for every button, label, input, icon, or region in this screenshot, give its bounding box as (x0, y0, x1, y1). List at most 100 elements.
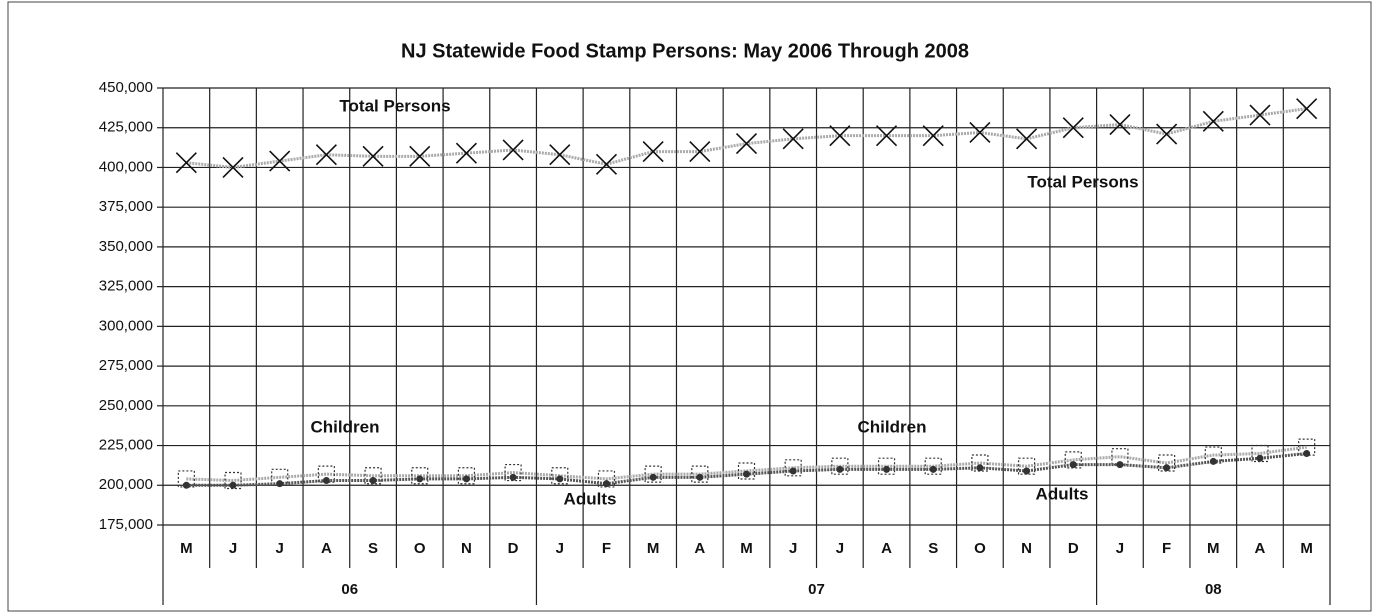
dot-marker (369, 477, 377, 485)
x-tick-label: J (276, 540, 284, 557)
x-marker (642, 140, 664, 163)
dot-marker (1116, 461, 1124, 469)
dot-marker (929, 465, 937, 473)
x-marker (362, 145, 384, 167)
x-tick-label: S (368, 540, 378, 557)
x-tick-label: J (789, 540, 797, 557)
dot-marker (1209, 457, 1217, 465)
x-marker (549, 144, 571, 166)
series-line (186, 107, 1307, 169)
x-tick-label: O (414, 540, 426, 557)
x-tick-label: M (647, 540, 660, 557)
square-marker (644, 465, 662, 483)
x-marker (1109, 113, 1131, 136)
group-label: 08 (1205, 581, 1222, 598)
x-marker (409, 145, 431, 167)
x-marker (1296, 98, 1318, 120)
y-tick-label: 175,000 (99, 516, 153, 533)
dot-marker (416, 475, 424, 483)
group-label: 07 (808, 581, 825, 598)
dot-marker (1023, 467, 1031, 475)
y-tick-label: 250,000 (99, 397, 153, 414)
x-tick-label: J (229, 540, 237, 557)
x-tick-label: F (602, 540, 611, 557)
x-marker (1156, 123, 1178, 145)
dot-marker (1069, 461, 1077, 469)
dot-marker (322, 477, 330, 485)
dot-marker (976, 464, 984, 472)
series-label: Adults (1036, 484, 1089, 503)
x-tick-label: M (180, 540, 193, 557)
square-marker (924, 457, 942, 475)
square-marker (691, 465, 709, 483)
x-tick-label: D (508, 540, 519, 557)
dot-marker (789, 467, 797, 475)
chart-frame (7, 1, 1372, 612)
x-marker (922, 125, 944, 147)
square-marker (737, 462, 756, 480)
dot-marker (1303, 449, 1311, 457)
x-marker (269, 150, 291, 172)
square-marker (784, 459, 802, 477)
x-tick-label: A (881, 540, 892, 557)
x-tick-label: O (974, 540, 986, 557)
series-label: Total Persons (1027, 172, 1138, 191)
dot-marker (556, 475, 564, 483)
x-tick-label: J (836, 540, 844, 557)
series-label: Children (858, 417, 927, 436)
y-tick-label: 325,000 (99, 278, 153, 295)
x-marker (222, 156, 244, 179)
y-tick-label: 275,000 (99, 357, 153, 374)
x-marker (782, 128, 804, 150)
dot-marker (696, 473, 704, 481)
x-marker (175, 152, 197, 174)
square-marker (551, 467, 569, 485)
x-tick-label: M (740, 540, 753, 557)
x-tick-label: N (1021, 540, 1032, 557)
x-tick-label: J (556, 540, 564, 557)
y-tick-label: 200,000 (99, 476, 153, 493)
dot-marker (602, 480, 610, 488)
chart-title: NJ Statewide Food Stamp Persons: May 200… (401, 40, 969, 62)
x-tick-label: A (321, 540, 332, 557)
y-tick-label: 350,000 (99, 238, 153, 255)
dot-marker (462, 475, 470, 483)
dot-marker (182, 481, 190, 489)
x-tick-label: A (694, 540, 705, 557)
x-marker (829, 125, 851, 147)
x-tick-label: S (928, 540, 938, 557)
dot-marker (1163, 464, 1171, 472)
dot-marker (229, 481, 237, 489)
x-marker (502, 139, 524, 161)
square-marker (877, 457, 896, 475)
x-tick-label: A (1255, 540, 1266, 557)
y-tick-label: 300,000 (99, 317, 153, 334)
dot-marker (883, 465, 891, 473)
x-marker (689, 140, 711, 163)
square-marker (831, 457, 849, 475)
y-tick-label: 425,000 (99, 119, 153, 136)
x-marker (315, 144, 337, 166)
x-marker (455, 142, 477, 164)
square-marker (411, 467, 429, 485)
dot-marker (743, 470, 750, 478)
series-label: Children (311, 417, 380, 436)
square-marker (457, 467, 476, 485)
y-tick-label: 225,000 (99, 437, 153, 454)
x-tick-label: D (1068, 540, 1079, 557)
x-marker (1249, 104, 1271, 126)
x-marker (735, 133, 758, 155)
group-label: 06 (341, 581, 358, 598)
x-marker (969, 121, 991, 144)
x-tick-label: N (461, 540, 472, 557)
x-marker (595, 153, 618, 175)
series-label: Adults (564, 489, 617, 508)
x-marker (1016, 128, 1038, 150)
x-marker (875, 125, 898, 147)
y-tick-label: 375,000 (99, 198, 153, 215)
x-marker (1062, 117, 1084, 139)
y-tick-label: 400,000 (99, 158, 153, 175)
y-tick-label: 450,000 (99, 79, 153, 96)
x-tick-label: F (1162, 540, 1171, 557)
